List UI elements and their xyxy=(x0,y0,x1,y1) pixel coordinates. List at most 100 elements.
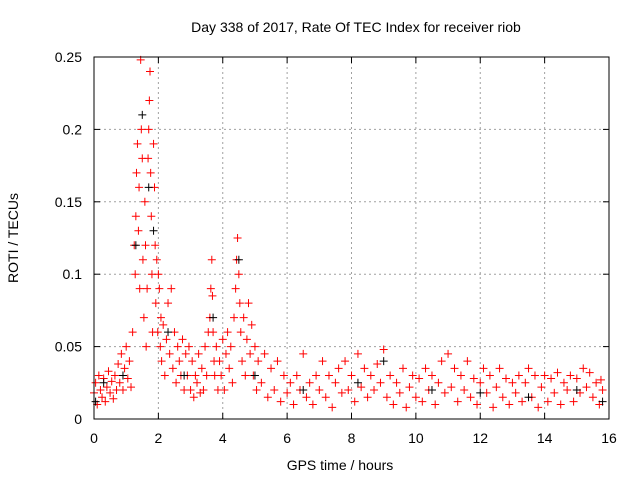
data-point xyxy=(530,371,539,380)
data-point xyxy=(146,168,155,177)
data-point xyxy=(273,357,282,366)
data-point xyxy=(207,255,216,264)
data-point xyxy=(154,270,163,279)
data-point xyxy=(360,364,369,373)
data-point xyxy=(508,378,517,387)
data-point xyxy=(341,357,350,366)
data-point xyxy=(473,400,482,409)
x-tick-label: 10 xyxy=(408,430,424,446)
data-point xyxy=(299,349,308,358)
data-point xyxy=(117,349,126,358)
data-point xyxy=(395,388,404,397)
data-point xyxy=(485,371,494,380)
data-point xyxy=(353,349,362,358)
data-point xyxy=(125,357,134,366)
data-point xyxy=(321,393,330,402)
data-point xyxy=(140,197,149,206)
data-point xyxy=(107,377,116,386)
data-point xyxy=(122,342,131,351)
data-point xyxy=(162,335,171,344)
data-point xyxy=(402,403,411,412)
data-point xyxy=(138,110,147,119)
data-point xyxy=(131,241,140,250)
data-point xyxy=(328,403,337,412)
data-point xyxy=(254,357,263,366)
data-point xyxy=(415,374,424,383)
data-point xyxy=(324,371,333,380)
data-point xyxy=(289,400,298,409)
data-point xyxy=(110,371,119,380)
data-point xyxy=(131,212,140,221)
data-point xyxy=(194,349,203,358)
data-point xyxy=(292,371,301,380)
data-point xyxy=(191,371,200,380)
data-point xyxy=(206,284,215,293)
data-point xyxy=(427,371,436,380)
data-point xyxy=(260,349,269,358)
data-point xyxy=(209,328,218,337)
data-point xyxy=(172,378,181,387)
data-point xyxy=(408,371,417,380)
data-point xyxy=(123,374,132,383)
data-point xyxy=(156,313,165,322)
x-tick-label: 6 xyxy=(283,430,291,446)
data-point xyxy=(241,371,250,380)
series-red xyxy=(90,55,607,412)
data-point xyxy=(218,335,227,344)
data-point xyxy=(188,357,197,366)
data-point xyxy=(350,397,359,406)
data-point xyxy=(201,342,210,351)
data-point xyxy=(592,378,601,387)
data-point xyxy=(376,378,385,387)
data-point xyxy=(142,342,151,351)
data-point xyxy=(144,183,153,192)
data-point xyxy=(399,364,407,373)
data-point xyxy=(178,335,187,344)
data-point xyxy=(242,335,251,344)
data-point xyxy=(250,342,259,351)
data-point xyxy=(572,374,581,383)
data-point xyxy=(181,349,190,358)
data-point xyxy=(585,368,594,377)
data-point xyxy=(138,255,147,264)
data-point xyxy=(502,374,510,383)
data-point xyxy=(155,284,164,293)
data-point xyxy=(236,328,245,337)
data-point xyxy=(347,371,356,380)
data-point xyxy=(450,364,459,373)
data-point xyxy=(215,357,224,366)
data-point xyxy=(131,270,140,279)
data-point xyxy=(434,378,443,387)
data-point xyxy=(456,371,465,380)
data-point xyxy=(553,368,562,377)
data-point xyxy=(137,125,146,134)
data-point xyxy=(217,371,226,380)
data-point xyxy=(247,320,256,329)
data-point xyxy=(286,378,295,387)
grid xyxy=(94,57,609,419)
data-point xyxy=(357,383,366,392)
x-axis-label: GPS time / hours xyxy=(287,457,394,473)
data-point xyxy=(221,349,230,358)
data-point xyxy=(418,397,427,406)
data-point xyxy=(104,367,113,376)
data-point xyxy=(135,183,144,192)
data-point xyxy=(115,378,124,387)
data-point xyxy=(270,386,279,395)
x-tick-label: 8 xyxy=(348,430,356,446)
data-point xyxy=(235,299,244,308)
data-point xyxy=(127,383,136,392)
data-point xyxy=(128,328,137,337)
data-point xyxy=(226,342,235,351)
data-point xyxy=(156,342,165,351)
data-point xyxy=(164,299,173,308)
data-point xyxy=(250,371,259,380)
data-point xyxy=(540,371,549,380)
data-point xyxy=(479,364,488,373)
data-point xyxy=(299,386,308,395)
data-point xyxy=(453,397,462,406)
data-point xyxy=(305,378,314,387)
data-point xyxy=(379,357,388,366)
